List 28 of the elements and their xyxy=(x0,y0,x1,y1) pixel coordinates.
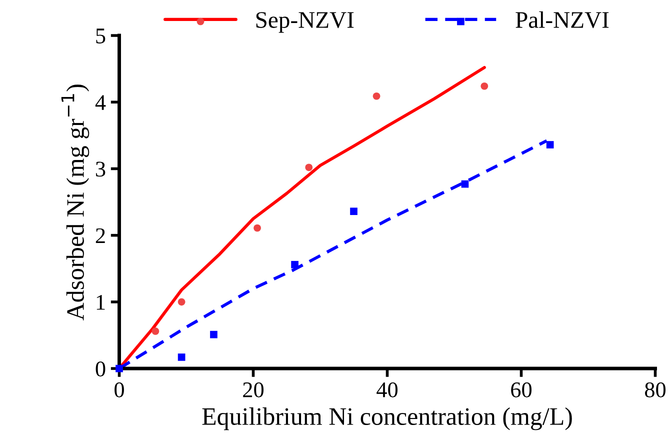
x-tick-label: 40 xyxy=(376,382,398,398)
x-tick-label: 80 xyxy=(644,382,666,398)
y-axis-title: Adsorbed Ni (mg gr$^{−1}$) xyxy=(61,84,90,320)
y-tick-label: 5 xyxy=(96,28,106,44)
x-axis-title: Equilibrium Ni concentration (mg/L) xyxy=(202,407,572,430)
point xyxy=(152,328,160,335)
x-tick-label: 20 xyxy=(243,382,264,398)
y-tick-label: 2 xyxy=(96,228,105,244)
y-tick-label: 1 xyxy=(96,294,105,310)
point xyxy=(372,92,380,100)
point xyxy=(210,330,218,338)
legend-label: Pal-NZVI xyxy=(516,11,609,28)
y-tick-label: 4 xyxy=(95,95,106,110)
point xyxy=(178,354,186,361)
x-tick-label: 60 xyxy=(511,382,532,398)
legend-label: Sep-NZVI xyxy=(256,12,354,33)
y-tick-label: 3 xyxy=(96,162,106,177)
point xyxy=(254,224,261,232)
point xyxy=(350,208,358,216)
point xyxy=(116,364,123,372)
point xyxy=(291,260,298,268)
point xyxy=(546,141,554,148)
point xyxy=(305,164,313,172)
point xyxy=(178,298,186,306)
x-tick-label: 0 xyxy=(114,382,124,398)
point xyxy=(461,180,469,188)
point xyxy=(480,82,488,90)
y-tick-label: 0 xyxy=(96,361,106,376)
